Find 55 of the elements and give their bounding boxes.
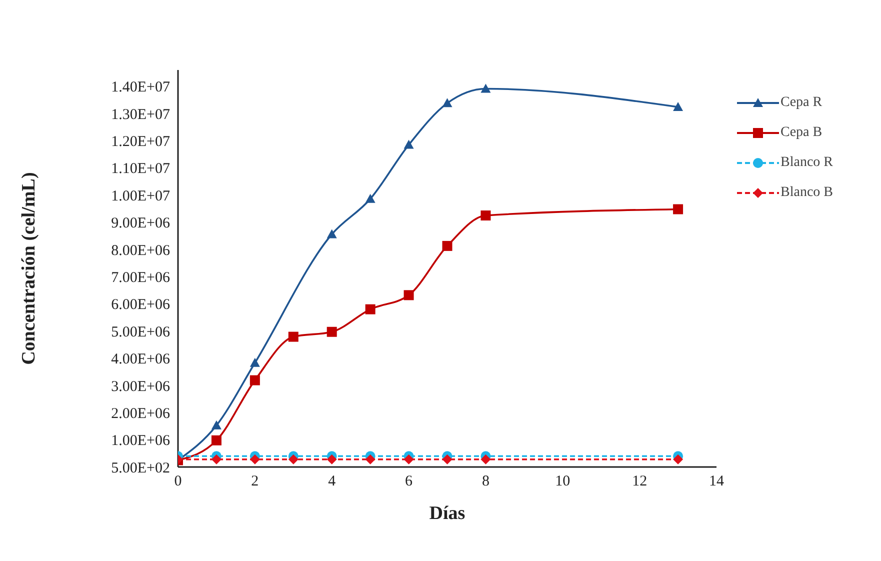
y-tick-label: 4.00E+06 [111,352,170,368]
point [442,240,452,251]
point [326,229,337,238]
x-tick-label: 14 [709,474,724,490]
x-tick-label: 12 [632,474,648,490]
point [326,454,337,464]
x-axis-title: Días [429,503,466,524]
legend-label: Blanco B [780,185,833,201]
y-tick-label: 6.00E+06 [111,297,170,314]
point [365,304,376,314]
y-tick-label: 5.00E+02 [111,460,170,476]
point [442,454,452,464]
point [365,194,376,203]
y-tick-label: 1.10E+07 [111,161,170,178]
point [211,420,222,430]
y-tick-label: 1.00E+06 [111,433,170,450]
point [673,454,684,464]
point [480,210,491,220]
x-tick-label: 6 [405,474,414,490]
point [326,326,337,337]
y-axis-title: Concentración (cel/mL) [18,172,40,365]
y-tick-label: 1.00E+07 [111,188,170,204]
y-tick-label: 1.40E+07 [111,80,170,96]
y-tick-label: 1.20E+07 [111,134,170,150]
legend-label: Cepa R [780,95,822,111]
point [288,454,298,464]
point [673,204,684,214]
y-tick-label: 7.00E+06 [111,270,170,286]
x-tick-label: 0 [174,474,182,490]
point [480,84,491,93]
y-tick-label: 3.00E+06 [111,378,170,395]
point [480,454,491,464]
point [211,435,222,446]
y-tick-label: 8.00E+06 [111,242,170,259]
legend-label: Cepa B [780,125,822,141]
point [404,140,414,149]
x-tick-label: 4 [328,474,336,490]
y-tick-label: 2.00E+06 [111,406,170,422]
point [250,375,260,386]
point [250,454,260,464]
x-tick-label: 10 [555,474,570,490]
point [673,102,684,111]
point [365,454,376,464]
point [211,454,222,464]
x-tick-label: 8 [482,474,490,490]
point [442,98,452,108]
y-tick-label: 1.30E+07 [111,106,170,123]
point [288,332,298,342]
point [404,454,414,464]
y-tick-label: 9.00E+06 [111,216,170,232]
y-tick-label: 5.00E+06 [111,324,170,340]
point [404,290,414,300]
legend-label: Blanco R [780,155,833,171]
x-tick-label: 2 [251,474,259,490]
point [250,358,260,367]
